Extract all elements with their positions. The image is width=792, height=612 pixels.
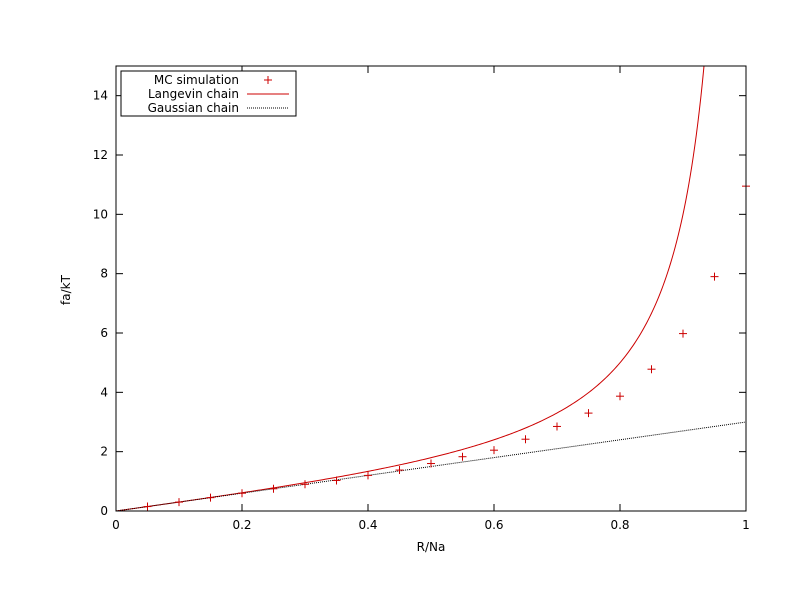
x-axis-label: R/Na [417, 540, 446, 554]
mc-simulation-point [301, 480, 309, 489]
y-tick-label: 10 [93, 207, 108, 221]
x-tick-label: 0.6 [484, 518, 503, 532]
x-tick-label: 0.4 [358, 518, 377, 532]
mc-simulation-point [710, 272, 719, 281]
legend-label: MC simulation [154, 73, 239, 87]
series-layer [116, 66, 750, 511]
mc-simulation-point [490, 446, 498, 455]
mc-simulation-point [332, 476, 341, 485]
mc-simulation-point [679, 329, 687, 338]
x-tick-label: 0.2 [232, 518, 251, 532]
mc-simulation-point [584, 409, 593, 418]
mc-simulation-point [364, 471, 372, 480]
y-tick-label: 12 [93, 148, 108, 162]
y-tick-label: 4 [100, 385, 108, 399]
mc-simulation-point [395, 466, 404, 475]
mc-simulation-point [175, 498, 183, 507]
mc-simulation-point [521, 435, 530, 444]
plot-frame [115, 65, 747, 512]
legend-label: Gaussian chain [148, 101, 239, 115]
mc-simulation-point [269, 484, 278, 493]
y-tick-label: 6 [100, 326, 108, 340]
y-tick-label: 8 [100, 267, 108, 281]
mc-simulation-point [458, 452, 467, 461]
mc-simulation-point [427, 459, 435, 468]
y-axis-label: fa/kT [59, 274, 73, 305]
x-tick-label: 0.8 [610, 518, 629, 532]
y-tick-label: 2 [100, 445, 108, 459]
x-tick-label: 1 [742, 518, 750, 532]
mc-simulation-point [616, 392, 624, 401]
y-tick-label: 14 [93, 89, 108, 103]
mc-simulation-point [647, 365, 656, 374]
mc-simulation-point [206, 493, 215, 502]
mc-simulation-point [143, 502, 152, 511]
y-tick-label: 0 [100, 504, 108, 518]
mc-simulation-point [553, 422, 561, 431]
mc-simulation-point [238, 489, 246, 498]
langevin-chain-line [116, 66, 705, 511]
legend-label: Langevin chain [148, 87, 239, 101]
x-tick-label: 0 [112, 518, 120, 532]
